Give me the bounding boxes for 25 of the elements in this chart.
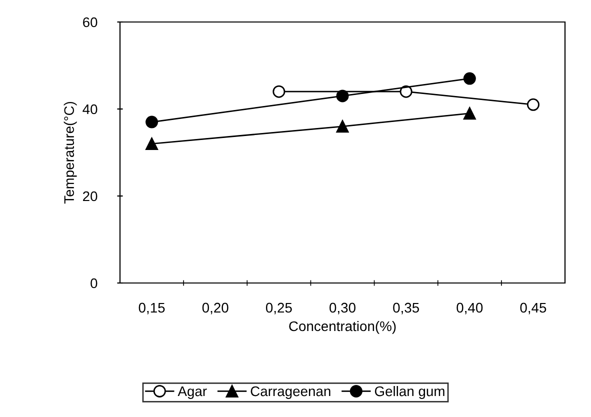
x-tick-label: 0,30	[330, 302, 356, 314]
x-tick-label: 0,25	[266, 302, 292, 314]
x-tick-label: 0,45	[520, 302, 546, 314]
point	[336, 90, 349, 102]
x-tick-label: 0,20	[202, 302, 228, 314]
y-axis-title: Temperature(°C)	[64, 102, 77, 204]
y-tick-label: 60	[83, 17, 98, 28]
legend-label: Carrageenan	[250, 386, 330, 399]
y-tick-label: 40	[82, 104, 98, 114]
point	[463, 107, 476, 120]
legend-label: Agar	[178, 386, 207, 399]
y-tick-label: 20	[83, 191, 98, 202]
point	[400, 85, 412, 98]
point	[146, 138, 158, 150]
x-tick-label: 0,40	[456, 302, 483, 314]
point	[272, 85, 286, 98]
x-tick-label: 0,15	[138, 302, 165, 314]
x-axis-title: Concentration(%)	[289, 320, 396, 334]
point	[146, 116, 158, 128]
legend-label: Gellan gum	[374, 386, 444, 399]
x-tick-label: 0,35	[393, 302, 420, 314]
point	[463, 72, 476, 85]
point	[526, 98, 540, 111]
point	[336, 120, 349, 133]
y-tick-label: 0	[90, 278, 98, 288]
